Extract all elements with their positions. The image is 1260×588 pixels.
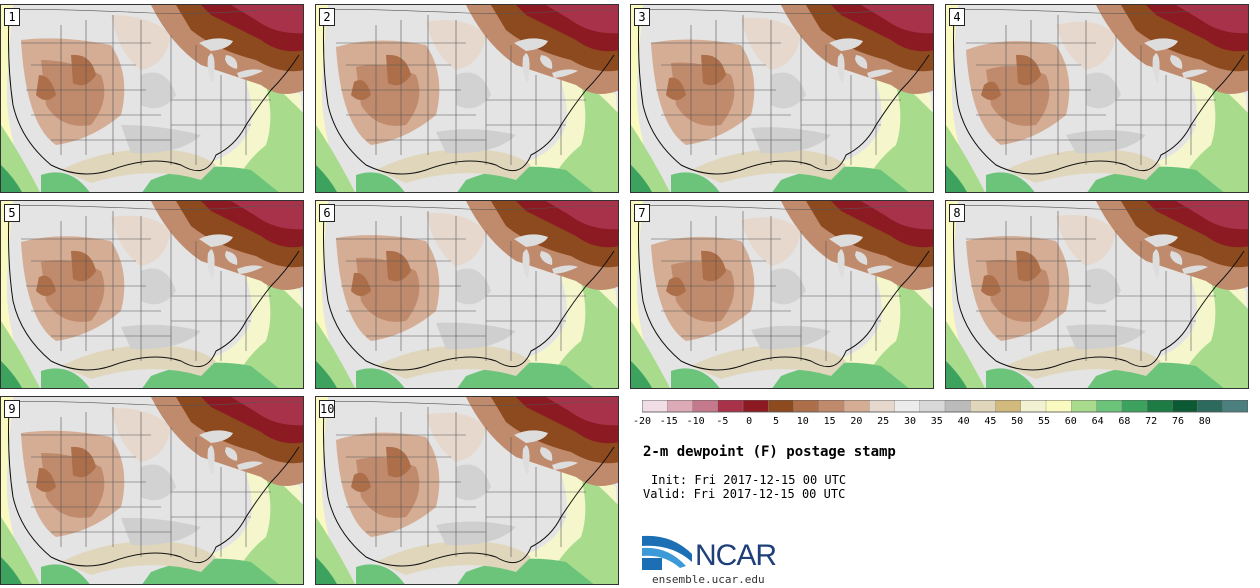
colorbar-segment bbox=[717, 400, 744, 413]
colorbar-tick-label: 20 bbox=[850, 416, 863, 427]
member-panel-3: 3 bbox=[630, 4, 934, 193]
colorbar-tick-label: 45 bbox=[984, 416, 997, 427]
dewpoint-map bbox=[1, 201, 303, 388]
dewpoint-map bbox=[316, 5, 618, 192]
member-panel-7: 7 bbox=[630, 200, 934, 389]
colorbar bbox=[642, 400, 1248, 413]
member-number: 5 bbox=[4, 204, 20, 222]
ncar-logo-text: NCAR bbox=[695, 539, 777, 572]
member-panel-1: 1 bbox=[0, 4, 304, 193]
colorbar-segment bbox=[1020, 400, 1047, 413]
colorbar-tick-label: -20 bbox=[632, 416, 652, 427]
colorbar-tick-label: 50 bbox=[1011, 416, 1024, 427]
colorbar-tick-label: 35 bbox=[930, 416, 943, 427]
ncar-logo-icon bbox=[642, 535, 692, 570]
member-panel-2: 2 bbox=[315, 4, 619, 193]
colorbar-segment bbox=[894, 400, 921, 413]
init-time: Init: Fri 2017-12-15 00 UTC bbox=[651, 473, 847, 487]
colorbar-tick-label: 5 bbox=[772, 416, 780, 427]
colorbar-tick-label: 64 bbox=[1091, 416, 1104, 427]
colorbar-tick-label: 68 bbox=[1118, 416, 1131, 427]
colorbar-segment bbox=[1172, 400, 1199, 413]
member-number: 3 bbox=[634, 8, 650, 26]
member-number: 1 bbox=[4, 8, 20, 26]
site-url[interactable]: ensemble.ucar.edu bbox=[652, 573, 765, 586]
member-number: 6 bbox=[319, 204, 335, 222]
colorbar-segment bbox=[818, 400, 845, 413]
colorbar-tick-label: 60 bbox=[1064, 416, 1077, 427]
member-number: 10 bbox=[319, 400, 335, 418]
colorbar-segment bbox=[1146, 400, 1173, 413]
colorbar-segment bbox=[1045, 400, 1072, 413]
colorbar-segment bbox=[1121, 400, 1148, 413]
member-panel-8: 8 bbox=[945, 200, 1249, 389]
chart-title: 2-m dewpoint (F) postage stamp bbox=[643, 444, 896, 460]
member-panel-9: 9 bbox=[0, 396, 304, 585]
member-number: 4 bbox=[949, 8, 965, 26]
colorbar-segment bbox=[944, 400, 971, 413]
member-number: 9 bbox=[4, 400, 20, 418]
colorbar-segment bbox=[667, 400, 694, 413]
colorbar-tick-label: 25 bbox=[877, 416, 890, 427]
member-panel-4: 4 bbox=[945, 4, 1249, 193]
colorbar-tick-label: -10 bbox=[686, 416, 705, 427]
colorbar-tick-label: -15 bbox=[659, 416, 678, 427]
colorbar-tick-label: 76 bbox=[1171, 416, 1185, 427]
colorbar-segment bbox=[692, 400, 719, 413]
member-number: 8 bbox=[949, 204, 965, 222]
colorbar-tick-label: 72 bbox=[1145, 416, 1158, 427]
colorbar-segment bbox=[919, 400, 946, 413]
colorbar-segment bbox=[742, 400, 769, 413]
colorbar-tick-label: 30 bbox=[903, 416, 917, 427]
dewpoint-map bbox=[1, 5, 303, 192]
valid-time: Valid: Fri 2017-12-15 00 UTC bbox=[643, 487, 846, 501]
colorbar-tick-label: 10 bbox=[796, 416, 809, 427]
dewpoint-map bbox=[946, 201, 1248, 388]
colorbar-segment bbox=[1197, 400, 1224, 413]
colorbar-segment bbox=[1222, 400, 1248, 413]
colorbar-tick-label: 80 bbox=[1198, 416, 1211, 427]
dewpoint-map bbox=[1, 397, 303, 584]
colorbar-segment bbox=[793, 400, 820, 413]
member-panel-6: 6 bbox=[315, 200, 619, 389]
member-number: 2 bbox=[319, 8, 335, 26]
dewpoint-map bbox=[316, 201, 618, 388]
dewpoint-map bbox=[631, 201, 933, 388]
dewpoint-map bbox=[631, 5, 933, 192]
colorbar-tick-label: 0 bbox=[746, 416, 753, 427]
dewpoint-map bbox=[316, 397, 618, 584]
colorbar-tick-label: 55 bbox=[1037, 416, 1051, 427]
colorbar-segment bbox=[843, 400, 870, 413]
colorbar-tick-label: 15 bbox=[823, 416, 836, 427]
colorbar-segment bbox=[1096, 400, 1123, 413]
colorbar-tick-label: -5 bbox=[716, 416, 729, 427]
colorbar-segment bbox=[768, 400, 795, 413]
colorbar-segment bbox=[1071, 400, 1098, 413]
colorbar-segment bbox=[642, 400, 668, 413]
colorbar-segment bbox=[995, 400, 1022, 413]
colorbar-segment bbox=[970, 400, 997, 413]
colorbar-tick-label: 40 bbox=[957, 416, 970, 427]
colorbar-segment bbox=[869, 400, 896, 413]
member-number: 7 bbox=[634, 204, 650, 222]
dewpoint-map bbox=[946, 5, 1248, 192]
member-panel-5: 5 bbox=[0, 200, 304, 389]
member-panel-10: 10 bbox=[315, 396, 619, 585]
